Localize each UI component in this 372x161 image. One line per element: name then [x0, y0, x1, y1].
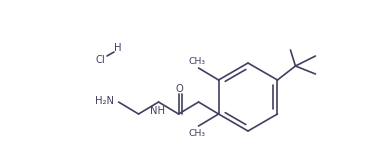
Text: CH₃: CH₃: [188, 128, 205, 137]
Text: NH: NH: [150, 106, 165, 116]
Text: O: O: [176, 84, 183, 94]
Text: H₂N: H₂N: [94, 96, 113, 106]
Text: H: H: [114, 43, 122, 53]
Text: CH₃: CH₃: [188, 57, 205, 66]
Text: Cl: Cl: [95, 55, 105, 65]
